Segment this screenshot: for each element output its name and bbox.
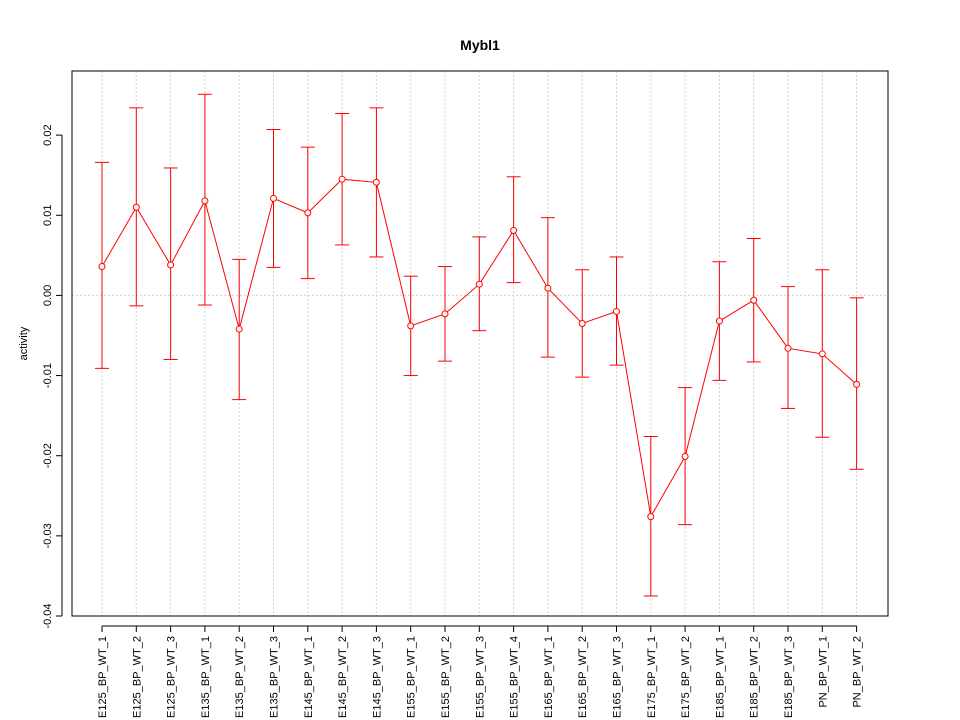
x-tick-label: E175_BP_WT_2 [680, 636, 692, 718]
data-point [647, 513, 655, 521]
x-tick-label: E185_BP_WT_3 [783, 636, 795, 718]
x-tick-label: E165_BP_WT_2 [577, 636, 589, 718]
data-point [98, 263, 106, 271]
data-point [750, 296, 758, 304]
data-point [784, 344, 792, 352]
data-point [578, 319, 586, 327]
data-point [544, 284, 552, 292]
x-tick-label: E125_BP_WT_2 [131, 636, 143, 718]
data-point [475, 280, 483, 288]
data-point [201, 197, 209, 205]
data-point [407, 322, 415, 330]
x-tick-label: PN_BP_WT_2 [852, 636, 864, 708]
data-point [270, 194, 277, 202]
chart-title: Mybl1 [460, 37, 500, 53]
data-point [681, 453, 689, 461]
x-tick-label: PN_BP_WT_1 [817, 636, 829, 708]
x-tick-label: E145_BP_WT_1 [303, 636, 315, 718]
x-axis: E125_BP_WT_1 E125_BP_WT_2 E125_BP_WT_3 E135… [97, 625, 864, 718]
x-tick-label: E125_BP_WT_3 [166, 636, 178, 718]
y-tick-label: 0.01 [42, 205, 54, 226]
y-tick-label: -0.02 [42, 443, 54, 468]
y-tick-label: -0.03 [42, 523, 54, 548]
grid-lines [72, 71, 888, 616]
data-point [304, 209, 312, 217]
y-tick-label: 0.00 [42, 285, 54, 306]
data-point [338, 175, 346, 183]
x-tick-label: E185_BP_WT_2 [749, 636, 761, 718]
x-tick-label: E145_BP_WT_3 [371, 636, 383, 718]
y-axis-label: activity [18, 326, 30, 360]
x-tick-label: E155_BP_WT_3 [474, 636, 486, 718]
x-tick-label: E185_BP_WT_1 [714, 636, 726, 718]
x-tick-label: E155_BP_WT_4 [509, 636, 521, 718]
plot-frame [71, 70, 889, 617]
x-tick-label: E135_BP_WT_3 [269, 636, 281, 718]
x-tick-label: E165_BP_WT_3 [612, 636, 624, 718]
y-tick-label: -0.01 [42, 363, 54, 388]
x-tick-label: E145_BP_WT_2 [337, 636, 349, 718]
y-axis: -0.04 -0.03 -0.02 -0.01 0.00 0.01 0.02 [42, 124, 63, 629]
x-tick-label: E125_BP_WT_1 [97, 636, 109, 718]
data-point [372, 178, 380, 186]
data-point [167, 261, 175, 269]
data-point [613, 307, 620, 315]
x-tick-label: E135_BP_WT_2 [234, 636, 246, 718]
x-tick-label: E155_BP_WT_2 [440, 636, 452, 718]
data-point [132, 203, 140, 211]
data-series [98, 175, 861, 521]
data-point [441, 310, 449, 318]
x-tick-label: E175_BP_WT_1 [646, 636, 658, 718]
y-tick-label: 0.02 [42, 124, 54, 145]
x-tick-label: E135_BP_WT_1 [200, 636, 212, 718]
data-point [510, 226, 518, 234]
x-tick-label: E165_BP_WT_1 [543, 636, 555, 718]
data-point [853, 380, 861, 388]
y-tick-label: -0.04 [42, 603, 54, 628]
data-point [818, 350, 826, 358]
data-point [715, 317, 723, 325]
x-tick-label: E155_BP_WT_1 [406, 636, 418, 718]
data-point [235, 325, 243, 333]
